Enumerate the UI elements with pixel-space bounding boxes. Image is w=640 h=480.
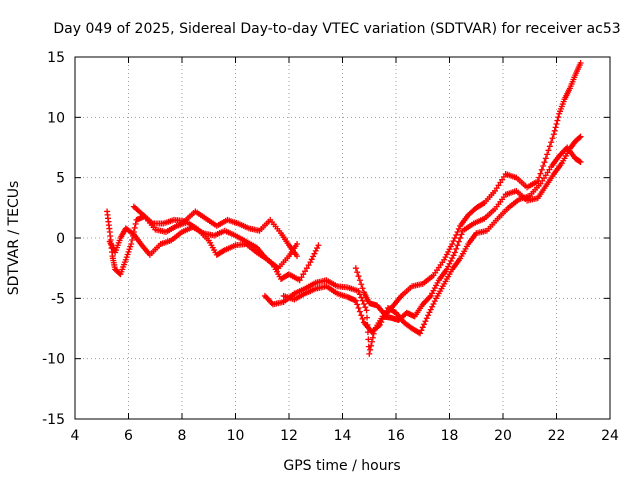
x-tick-label: 22 bbox=[548, 428, 566, 444]
x-tick-label: 10 bbox=[227, 428, 245, 444]
y-tick-label: 0 bbox=[56, 231, 65, 247]
x-tick-label: 16 bbox=[387, 428, 405, 444]
x-tick-labels: 4 6 8 10 12 14 16 18 20 22 24 bbox=[71, 428, 619, 444]
x-tick-label: 24 bbox=[601, 428, 619, 444]
series-track-6 bbox=[352, 60, 584, 319]
x-tick-label: 4 bbox=[71, 428, 80, 444]
x-axis-label: GPS time / hours bbox=[283, 458, 400, 474]
point-markers bbox=[130, 203, 301, 260]
y-tick-label: 15 bbox=[47, 50, 65, 66]
y-tick-label: -10 bbox=[42, 352, 65, 368]
series-track-2 bbox=[106, 224, 322, 284]
x-tick-label: 18 bbox=[441, 428, 459, 444]
y-tick-labels: -15 -10 -5 0 5 10 15 bbox=[42, 50, 65, 428]
series-track-3 bbox=[130, 203, 301, 260]
x-tick-label: 20 bbox=[494, 428, 512, 444]
y-tick-label: -5 bbox=[51, 291, 65, 307]
x-tick-label: 6 bbox=[124, 428, 133, 444]
point-markers bbox=[106, 224, 322, 284]
x-tick-label: 14 bbox=[334, 428, 352, 444]
series-track-5 bbox=[280, 144, 584, 337]
x-tick-label: 12 bbox=[280, 428, 298, 444]
point-markers bbox=[352, 60, 584, 319]
y-tick-label: -15 bbox=[42, 412, 65, 428]
chart-title: Day 049 of 2025, Sidereal Day-to-day VTE… bbox=[53, 21, 620, 37]
plot-frame bbox=[74, 56, 611, 420]
grid bbox=[75, 57, 610, 419]
x-tick-label: 8 bbox=[178, 428, 187, 444]
y-tick-label: 10 bbox=[47, 110, 65, 126]
point-markers bbox=[261, 133, 584, 357]
series-track-4 bbox=[261, 133, 584, 357]
axis-ticks bbox=[74, 56, 611, 420]
data-points bbox=[104, 60, 584, 357]
point-markers bbox=[280, 144, 584, 337]
y-tick-label: 5 bbox=[56, 171, 65, 187]
y-axis-label: SDTVAR / TECUs bbox=[6, 181, 22, 296]
